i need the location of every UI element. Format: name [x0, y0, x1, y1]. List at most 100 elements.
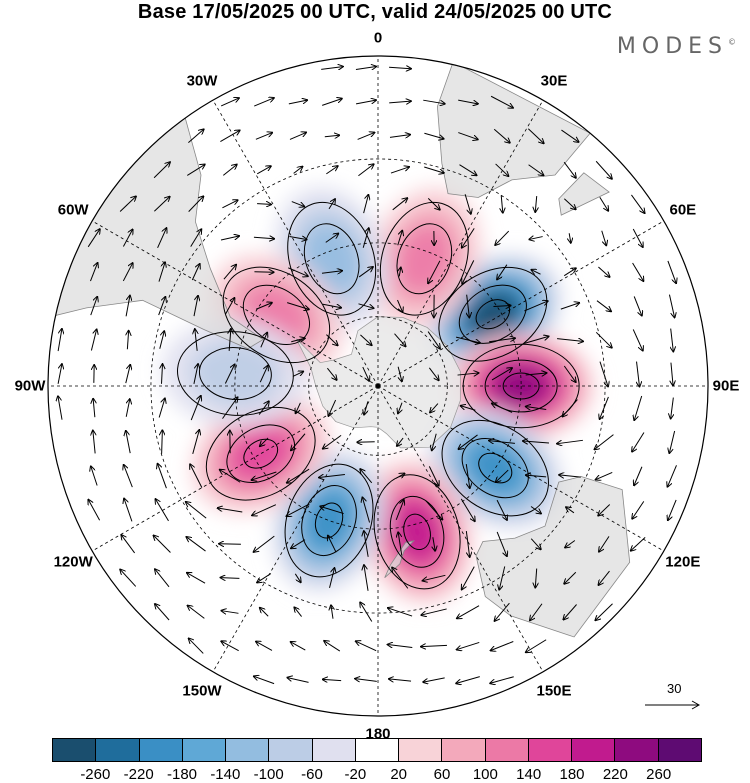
- longitude-label: 120W: [53, 553, 93, 571]
- wind-vector: [222, 397, 237, 419]
- wind-vector: [458, 132, 477, 140]
- wind-vector: [428, 367, 438, 380]
- wind-vector: [154, 197, 169, 212]
- wind-vector: [535, 568, 536, 588]
- wind-vector: [364, 401, 369, 414]
- wind-vector: [220, 470, 241, 483]
- wind-vector: [528, 164, 544, 176]
- wind-vector: [122, 230, 132, 247]
- wind-vector: [287, 503, 310, 516]
- wind-vector: [495, 163, 509, 176]
- wind-vector: [90, 263, 97, 282]
- contour-line: [396, 223, 453, 295]
- wind-vector: [496, 531, 507, 556]
- wind-vector: [260, 437, 269, 446]
- wind-vector: [496, 499, 507, 520]
- wind-vector: [428, 466, 438, 485]
- wind-vector: [57, 364, 62, 384]
- wind-vector: [490, 95, 513, 108]
- wind-vector: [155, 569, 170, 588]
- wind-vector: [462, 566, 475, 590]
- wind-vector: [328, 399, 337, 416]
- wind-vector: [254, 676, 275, 685]
- wind-vector: [254, 535, 275, 552]
- wind-vector: [392, 568, 409, 589]
- colorbar-tick-label: -60: [301, 766, 323, 783]
- wind-vector: [329, 568, 335, 588]
- meridian-line: [212, 100, 379, 387]
- wind-vector: [423, 677, 445, 682]
- wind-vector: [631, 537, 646, 550]
- wind-vector: [560, 303, 579, 310]
- wind-vector: [455, 336, 480, 343]
- colorbar-tick-label: -140: [210, 766, 241, 783]
- wind-vector: [162, 364, 163, 384]
- contour-line: [478, 452, 513, 484]
- wind-vector: [425, 500, 443, 520]
- wind-vector: [93, 431, 95, 454]
- australia-landmass: [475, 476, 631, 638]
- longitude-label: 90E: [712, 377, 740, 395]
- longitude-label: 120E: [665, 553, 701, 571]
- wind-vector: [188, 129, 203, 143]
- colorbar-tick-label: 220: [602, 766, 628, 783]
- wind-vector: [462, 228, 475, 247]
- wind-vector: [358, 267, 373, 278]
- wind-vector: [489, 338, 515, 343]
- wind-vector: [595, 160, 612, 178]
- wind-vector: [461, 406, 476, 411]
- wind-vector: [595, 331, 612, 347]
- wind-vector: [600, 396, 609, 419]
- anomaly-band: [396, 223, 453, 294]
- vector-reference-value: 30: [667, 681, 682, 696]
- wind-vector: [667, 260, 676, 283]
- wind-vector: [421, 645, 447, 646]
- wind-vector: [456, 676, 480, 684]
- wind-vector: [671, 397, 674, 419]
- wind-vector: [599, 197, 608, 210]
- wind-vector: [154, 535, 171, 553]
- wind-vector: [323, 434, 342, 448]
- anomaly-band: [303, 223, 360, 294]
- contour-line: [242, 284, 310, 345]
- wind-vector: [460, 498, 474, 521]
- wind-vector: [598, 266, 609, 277]
- wind-vector: [193, 364, 198, 384]
- wind-vector: [296, 402, 301, 413]
- colorbar-tick-label: 60: [433, 766, 451, 783]
- wind-vector: [424, 132, 443, 139]
- wind-vector: [389, 135, 410, 138]
- wind-vector: [258, 401, 269, 415]
- wind-vector: [190, 464, 203, 488]
- wind-vector: [257, 573, 272, 583]
- wind-vector: [291, 201, 304, 207]
- wind-vector: [496, 469, 509, 482]
- wind-vector: [252, 471, 277, 480]
- longitude-label: 30W: [186, 72, 218, 90]
- wind-vector: [58, 396, 63, 420]
- contour-line: [458, 284, 527, 344]
- wind-vector: [424, 166, 444, 173]
- wind-vector: [328, 536, 337, 553]
- wind-vector: [260, 608, 269, 617]
- wind-vector: [254, 98, 274, 107]
- longitude-label: 150E: [536, 682, 572, 700]
- wind-vector: [395, 474, 405, 479]
- contour-line: [226, 424, 295, 483]
- wind-vector: [631, 194, 644, 213]
- colorbar-tick-label: -260: [80, 766, 111, 783]
- wind-vector: [563, 604, 577, 620]
- wind-vector: [257, 204, 271, 205]
- wind-vector: [120, 570, 137, 587]
- colorbar: [52, 738, 702, 762]
- wind-vector: [193, 296, 198, 317]
- wind-vector: [561, 129, 578, 142]
- wind-vector: [524, 301, 547, 312]
- wind-vector: [428, 260, 441, 283]
- wind-vector: [671, 328, 674, 352]
- wind-vector: [322, 303, 341, 307]
- wind-vector: [125, 365, 130, 384]
- wind-vector: [324, 641, 341, 652]
- wind-vector: [632, 262, 644, 281]
- wind-vector: [323, 679, 342, 680]
